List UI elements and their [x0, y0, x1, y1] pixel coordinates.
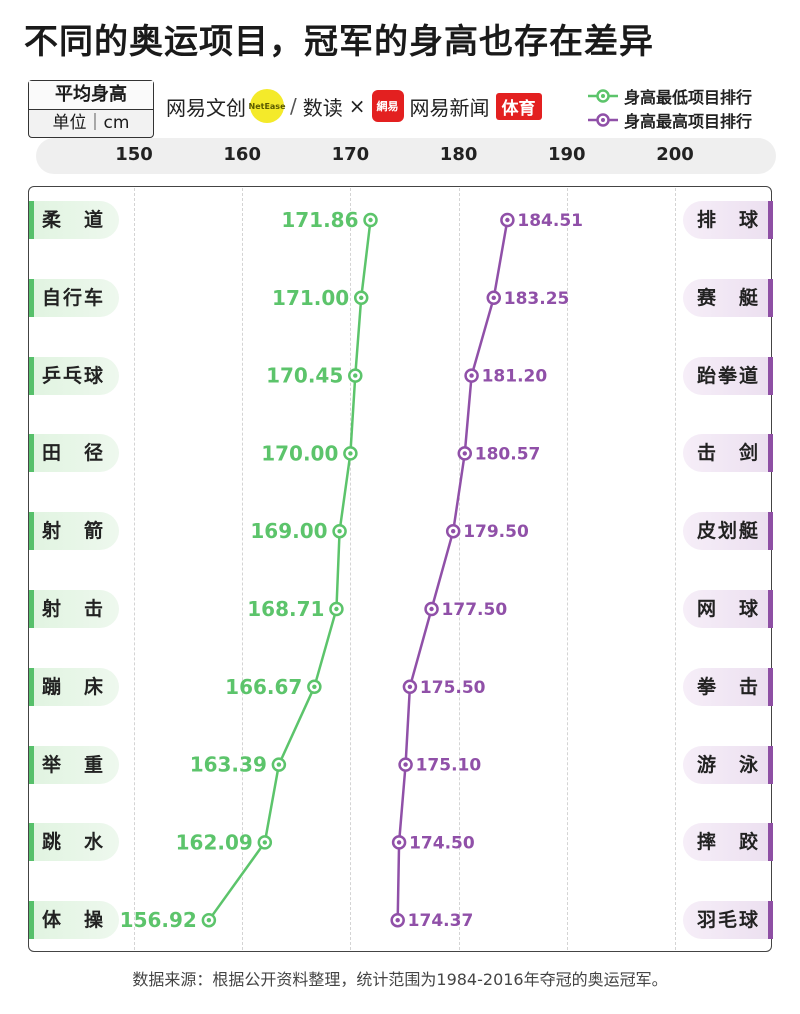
- data-point-center: [353, 373, 358, 378]
- high-category-label: 排 球: [683, 201, 773, 239]
- x-tick-label: 170: [331, 144, 370, 165]
- data-point-center: [395, 918, 400, 923]
- slash-divider-icon: /: [290, 94, 297, 118]
- high-category-label: 赛 艇: [683, 278, 773, 317]
- chart-title: 不同的奥运项目，冠军的身高也存在差异: [24, 22, 654, 62]
- low-category-label: 跳 水: [29, 823, 119, 862]
- low-category-label: 柔 道: [29, 201, 119, 239]
- data-label: 170.00: [261, 441, 338, 465]
- data-label: 166.67: [225, 675, 302, 699]
- x-tick-label: 160: [223, 144, 261, 165]
- x-axis-bar: [36, 138, 776, 174]
- unit-value: 单位｜cm: [52, 113, 130, 133]
- brand-shudu: 数读: [302, 95, 343, 120]
- x-tick-label: 190: [548, 144, 586, 165]
- legend-low-line-icon: [588, 89, 618, 103]
- data-label: 163.39: [190, 753, 267, 777]
- gridline: [134, 188, 135, 950]
- series-line-0: [207, 219, 372, 921]
- legend-item-low: 身高最低项目排行: [586, 84, 786, 108]
- gridline: [675, 188, 676, 950]
- data-point-center: [491, 295, 496, 300]
- data-label: 180.57: [475, 444, 541, 464]
- netease-news-logo-icon: 網易: [371, 90, 404, 122]
- data-label: 174.50: [409, 833, 475, 853]
- source-note: 数据来源：根据公开资料整理，统计范围为1984-2016年夺冠的奥运冠军。: [132, 970, 668, 989]
- gridline: [242, 188, 244, 950]
- data-point-center: [276, 762, 282, 767]
- data-point-center: [337, 529, 342, 534]
- data-label: 177.50: [442, 600, 508, 620]
- high-category-label: 羽毛球: [683, 901, 773, 940]
- low-category-label: 田 径: [29, 434, 119, 473]
- high-category-label: 摔 跤: [683, 823, 773, 862]
- gridline: [350, 188, 352, 950]
- plot-frame: [28, 186, 772, 952]
- high-category-label: 跆拳道: [683, 356, 773, 395]
- data-point-center: [450, 529, 456, 534]
- sport-tag: 体育: [495, 92, 542, 120]
- data-label: 183.25: [504, 289, 570, 309]
- legend-high-line-icon: [588, 113, 618, 127]
- data-point-center: [469, 373, 474, 378]
- legend-low-label: 身高最低项目排行: [624, 88, 753, 107]
- data-point-center: [429, 606, 434, 612]
- data-label: 170.45: [266, 364, 343, 388]
- x-tick-label: 200: [656, 144, 694, 165]
- low-category-label: 体 操: [29, 901, 119, 940]
- low-category-label: 自行车: [29, 278, 119, 317]
- data-point-center: [505, 217, 510, 223]
- data-point-center: [407, 684, 413, 689]
- brand-netease-news: 网易新闻: [409, 95, 490, 120]
- high-category-label: 网 球: [683, 590, 773, 628]
- data-point-center: [396, 840, 402, 845]
- gridline: [566, 188, 568, 950]
- data-point-center: [348, 451, 353, 456]
- data-point-center: [262, 840, 268, 845]
- data-point-center: [403, 762, 408, 767]
- data-point-center: [206, 918, 212, 923]
- legend: 身高最低项目排行 身高最高项目排行: [586, 84, 786, 132]
- high-category-label: 游 泳: [683, 745, 773, 784]
- series-line-1: [396, 219, 509, 921]
- high-category-label: 拳 击: [683, 667, 773, 706]
- data-label: 162.09: [176, 830, 253, 854]
- legend-high-label: 身高最高项目排行: [624, 112, 753, 131]
- low-category-label: 蹦 床: [29, 667, 119, 706]
- low-category-label: 射 击: [29, 590, 119, 628]
- data-label: 175.50: [420, 678, 486, 698]
- high-category-label: 皮划艇: [683, 512, 773, 551]
- data-point-center: [368, 217, 373, 223]
- data-label: 179.50: [463, 522, 529, 542]
- low-category-label: 射 箭: [29, 512, 119, 551]
- data-point-center: [334, 606, 339, 612]
- data-label: 156.92: [120, 908, 197, 932]
- low-category-label: 举 重: [29, 745, 119, 784]
- data-label: 169.00: [250, 519, 327, 543]
- data-label: 184.51: [517, 211, 583, 231]
- netease-circle-logo-icon: NetEase: [249, 89, 286, 123]
- data-label: 181.20: [482, 367, 548, 387]
- data-label: 175.10: [416, 756, 482, 776]
- data-label: 168.71: [247, 597, 324, 621]
- data-label: 171.00: [272, 286, 349, 310]
- x-tick-label: 150: [115, 144, 153, 165]
- data-label: 171.86: [281, 208, 358, 232]
- data-point-center: [462, 451, 467, 456]
- gridline: [458, 188, 460, 950]
- high-category-label: 击 剑: [683, 434, 773, 473]
- unit-label: 平均身高: [29, 81, 153, 110]
- brand-logos: 网易文创 NetEase / 数读 × 網易 网易新闻 体育: [166, 88, 542, 124]
- times-icon: ×: [348, 94, 366, 118]
- x-tick-label: 180: [439, 144, 478, 165]
- low-category-label: 乒乓球: [29, 356, 119, 395]
- unit-box: 平均身高 单位｜cm: [28, 80, 154, 138]
- data-label: 174.37: [408, 911, 474, 931]
- brand-netease-wenchuang: 网易文创: [166, 95, 246, 120]
- data-point-center: [359, 295, 364, 300]
- data-point-center: [312, 684, 317, 689]
- legend-item-high: 身高最高项目排行: [586, 108, 786, 132]
